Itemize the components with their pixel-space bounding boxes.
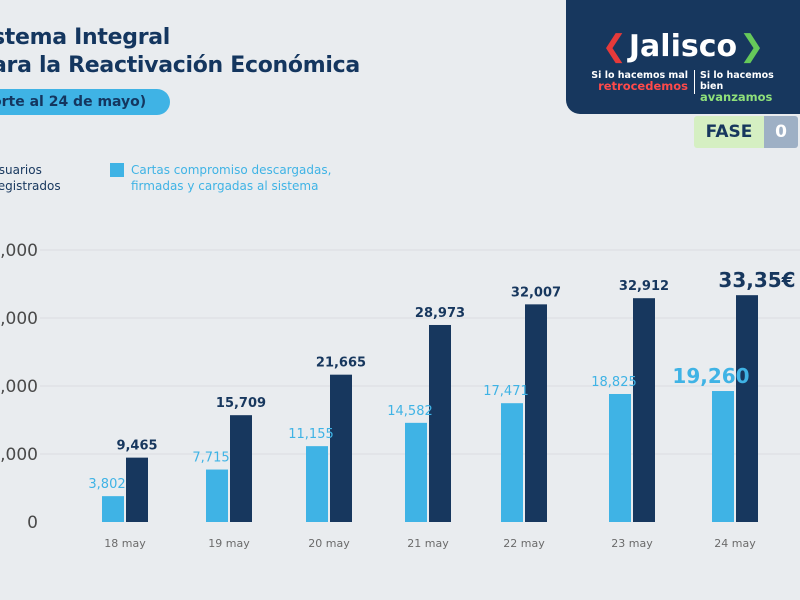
data-label-registered: 32,007 [511,285,561,300]
x-tick-label: 19 may [208,537,250,550]
data-label-registered: 9,465 [116,439,157,454]
bar-registered [736,295,758,522]
bar-registered [230,415,252,522]
page-title: stema Integral ara la Reactivación Econó… [0,24,360,80]
data-label-letters: 18,825 [591,375,637,390]
x-tick-label: 23 may [611,537,653,550]
bar-registered [429,324,451,522]
slogan-left-line-1: Si lo hacemos mal [591,70,688,81]
bar-letters [609,393,631,522]
slogan-left-line-2: retrocedemos [598,79,688,93]
y-tick-label: ,000 [0,309,38,329]
chevron-right-icon: ❯ [739,29,765,64]
legend-commitment-letters: Cartas compromiso descargadas, firmadas … [131,162,331,194]
y-tick-label: ,000 [0,445,38,465]
x-tick-label: 20 may [308,537,350,550]
y-tick-label: ,000 [0,241,38,261]
y-tick-label: 0 [27,513,38,533]
bar-registered [525,304,547,522]
chevron-left-icon: ❮ [601,29,627,64]
data-label-letters: 17,471 [483,384,529,399]
bar-letters [405,422,427,522]
data-label-letters: 3,802 [88,477,125,492]
bar-letters [206,469,228,522]
x-tick-label: 21 may [407,537,449,550]
slogan-right-line-1: Si lo hacemos bien [700,70,774,92]
legend-swatch-letters [110,163,124,177]
legend-series1-line-1: Usuarios [0,163,42,177]
data-label-registered: 32,912 [619,279,669,294]
slogan-divider [694,70,695,94]
title-line-1: stema Integral [0,25,171,50]
legend-registered-users: Usuarios Registrados [0,162,61,194]
title-line-2: ara la Reactivación Económica [0,53,360,78]
legend-series1-line-2: Registrados [0,179,61,193]
bar-letters [501,403,523,522]
phase-label: FASE [694,116,764,148]
x-tick-label: 24 may [714,537,756,550]
cutoff-date-pill: orte al 24 de mayo) [0,89,170,115]
data-label-registered: 33,35€ [718,268,795,292]
slogan-right-line-2: avanzamos [700,90,773,104]
x-tick-label: 18 may [104,537,146,550]
slogan-left: Si lo hacemos mal retrocedemos [590,70,688,92]
data-label-letters: 14,582 [387,404,433,419]
phase-badge: FASE 0 [694,116,798,148]
bar-registered [633,298,655,522]
data-label-registered: 15,709 [216,396,266,411]
data-label-registered: 21,665 [316,356,366,371]
bar-letters [712,391,734,522]
data-label-letters: 7,715 [192,451,229,466]
data-label-registered: 28,973 [415,306,465,321]
logo-wordmark: ❮Jalisco❯ [566,30,800,64]
bar-registered [330,374,352,522]
logo-word: Jalisco [628,29,738,64]
bar-letters [102,496,124,522]
x-tick-label: 22 may [503,537,545,550]
slogan-right: Si lo hacemos bien avanzamos [700,70,796,103]
data-label-letters: 11,155 [288,427,334,442]
phase-number: 0 [764,116,798,148]
data-label-letters: 19,260 [672,364,749,388]
legend-series2-line-1: Cartas compromiso descargadas, [131,163,332,177]
y-tick-label: ,000 [0,377,38,397]
jalisco-logo: ❮Jalisco❯ Si lo hacemos mal retrocedemos… [566,0,800,114]
bar-registered [126,457,148,522]
legend-series2-line-2: firmadas y cargadas al sistema [131,179,319,193]
bar-letters [306,446,328,522]
